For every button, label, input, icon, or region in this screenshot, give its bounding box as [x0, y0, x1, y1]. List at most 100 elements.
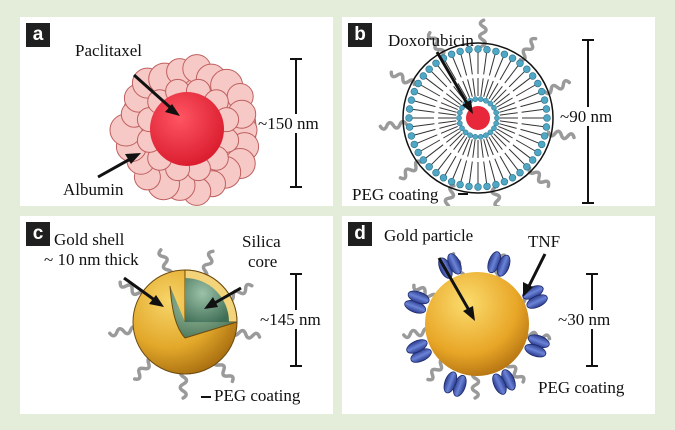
lipid-head	[459, 104, 465, 111]
lipid-head	[456, 115, 462, 121]
lipid-tail	[498, 125, 516, 134]
tnf-label: TNF	[528, 232, 561, 251]
lipid-head	[405, 123, 414, 131]
lipid-tail	[467, 79, 473, 97]
paclitaxel-arrow	[132, 73, 174, 111]
lipid-tail	[515, 139, 536, 152]
lipid-tail	[488, 160, 496, 182]
lipid-tail	[440, 102, 458, 111]
lipid-tail	[521, 123, 544, 128]
lipid-head	[494, 115, 500, 121]
tnf-ligand	[524, 334, 550, 358]
lipid-tail	[498, 102, 516, 111]
peg-chain	[546, 129, 576, 141]
lipid-tail	[491, 135, 503, 151]
lipid-tail	[494, 56, 504, 78]
lipid-head	[419, 156, 428, 164]
peg-chain	[230, 328, 262, 340]
lipid-tail	[518, 92, 540, 102]
lipid-tail	[488, 54, 496, 76]
lipid-tail	[496, 128, 513, 139]
lipid-head	[465, 45, 473, 54]
lipid-head	[529, 156, 537, 164]
lipid-head	[487, 129, 494, 136]
peg-chain	[412, 283, 438, 301]
lipid-head	[542, 105, 551, 113]
lipid-tail	[437, 152, 452, 171]
silica-core-label-line1: Silica	[242, 232, 281, 251]
gold-nanoshell-diagram	[108, 248, 302, 400]
lipid-head	[534, 79, 542, 88]
doxorubicin-arrow	[435, 51, 470, 106]
peg-chain	[426, 357, 447, 382]
lipid-tail	[412, 108, 435, 113]
lipid-head	[500, 178, 509, 186]
peg-chain	[504, 359, 526, 384]
tnf-ligand	[404, 290, 430, 314]
size-label-a: ~150 nm	[258, 114, 319, 133]
lipid-head	[516, 59, 524, 67]
lipid-tail	[468, 161, 473, 184]
gold-shell-label-line2: ~ 10 nm thick	[44, 250, 139, 269]
lipid-head	[456, 109, 463, 116]
peg-chain	[402, 326, 432, 340]
lipid-head	[523, 65, 531, 73]
lipid-head	[405, 114, 413, 122]
lipid-tail	[414, 100, 436, 108]
lipid-tail	[491, 85, 503, 101]
lipid-tail	[412, 123, 435, 128]
lipid-tail	[430, 70, 448, 88]
lipid-head	[439, 174, 448, 182]
lipid-tail	[460, 160, 468, 182]
size-label-c: ~145 nm	[260, 310, 321, 329]
lipid-tail	[420, 139, 441, 152]
peg-chain	[132, 356, 155, 381]
lipid-tail	[467, 139, 473, 157]
lipid-tail	[488, 83, 499, 100]
peg-chain	[477, 18, 488, 48]
lipid-tail	[416, 134, 438, 144]
lipid-tail	[445, 131, 461, 143]
albumin-nanoparticle-diagram	[97, 54, 302, 206]
lipid-head	[483, 45, 491, 54]
tnf-ligand	[522, 285, 548, 309]
lipid-head	[492, 180, 500, 189]
lipid-head	[529, 72, 537, 80]
lipid-tail	[508, 70, 526, 88]
peg-chain	[443, 184, 456, 206]
peg-chain	[378, 119, 409, 131]
colloidal-gold-diagram	[402, 251, 598, 400]
tnf-ligand	[487, 251, 511, 277]
peg-coating-label-c: PEG coating	[214, 386, 301, 405]
paclitaxel-core	[150, 92, 224, 166]
lipid-tail	[483, 139, 489, 157]
lipid-tail	[449, 133, 463, 147]
lipid-tail	[512, 144, 531, 159]
panel-d-colloidal-gold: d Gold particle TNF PEG coating ~30 nm	[342, 216, 655, 414]
lipid-head	[491, 104, 497, 111]
lipid-tail	[499, 107, 517, 113]
lipid-tail	[420, 84, 441, 97]
peg-chain	[178, 368, 189, 400]
lipid-tail	[521, 108, 544, 113]
lipid-tail	[425, 77, 444, 92]
lipid-tail	[457, 83, 468, 100]
lipid-tail	[457, 136, 468, 153]
lipid-tail	[430, 148, 448, 166]
lipid-head	[447, 50, 456, 58]
lipid-tail	[443, 97, 460, 108]
lipid-tail	[493, 89, 507, 103]
lipid-head	[459, 125, 465, 132]
lipid-head	[483, 97, 489, 104]
lipid-tail	[499, 60, 512, 81]
lipid-tail	[494, 158, 504, 180]
silica-core-arrow	[212, 286, 242, 306]
lipid-tail	[518, 134, 540, 144]
lipid-tail	[504, 65, 519, 84]
silica-core	[185, 278, 229, 322]
lipid-head	[542, 123, 551, 131]
lipid-tail	[480, 139, 484, 158]
tnf-ligand	[443, 371, 467, 397]
peg-chain	[212, 357, 235, 384]
lipid-head	[516, 169, 524, 177]
